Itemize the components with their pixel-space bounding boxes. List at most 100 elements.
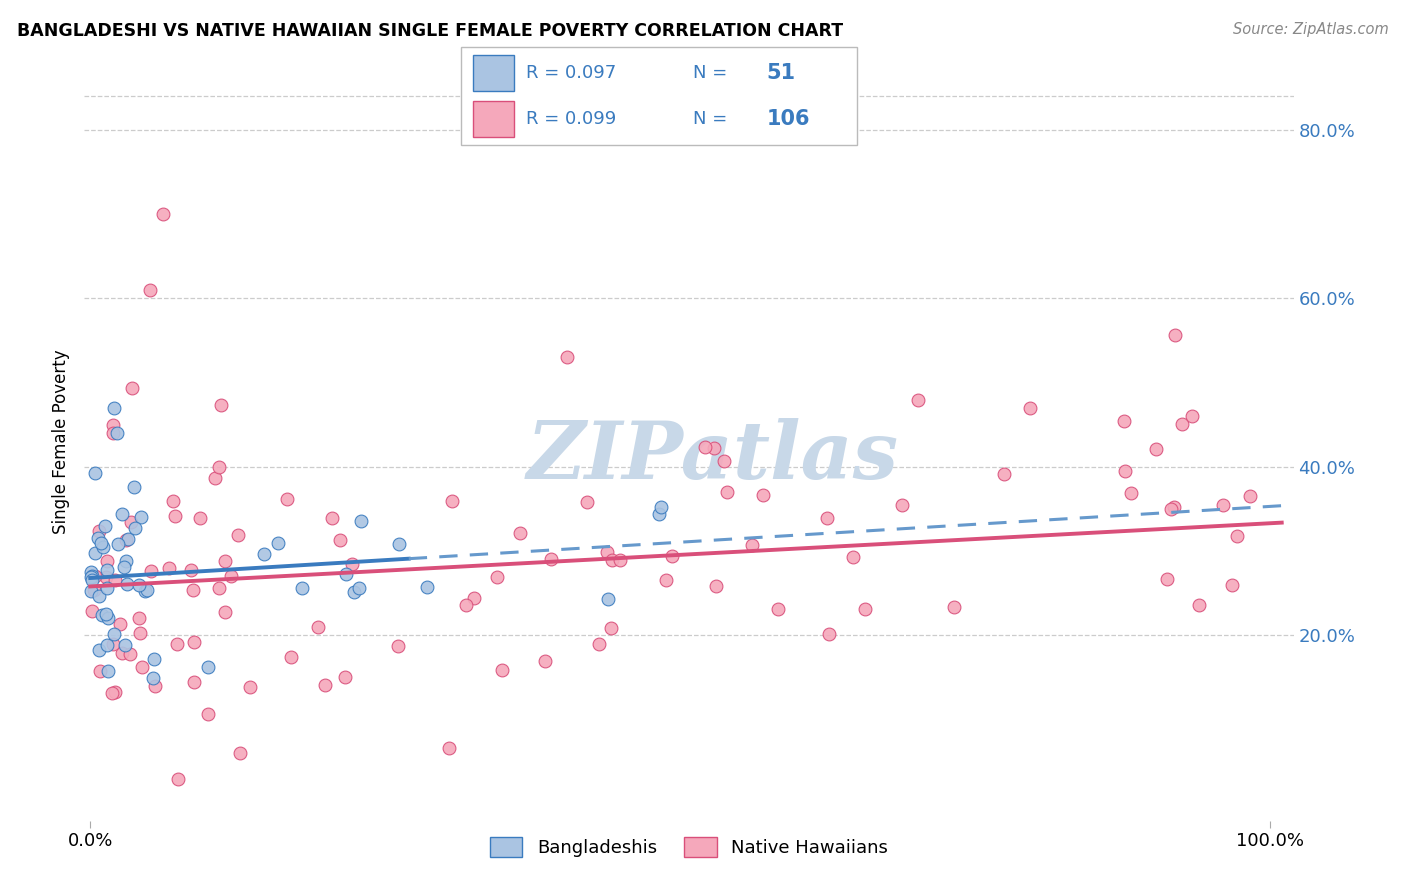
- Point: [197, 660, 219, 674]
- Point: [142, 671, 165, 685]
- Y-axis label: Single Female Poverty: Single Female Poverty: [52, 350, 70, 533]
- Point: [96, 638, 118, 652]
- Point: [454, 598, 477, 612]
- Point: [650, 500, 672, 514]
- Text: BANGLADESHI VS NATIVE HAWAIIAN SINGLE FEMALE POVERTY CORRELATION CHART: BANGLADESHI VS NATIVE HAWAIIAN SINGLE FE…: [17, 22, 844, 40]
- Point: [437, 740, 460, 755]
- Point: [105, 426, 128, 441]
- Point: [1163, 500, 1185, 514]
- Point: [907, 393, 929, 408]
- Point: [122, 480, 145, 494]
- Text: R = 0.097: R = 0.097: [526, 64, 616, 82]
- Point: [87, 524, 110, 538]
- Point: [388, 537, 411, 551]
- Point: [167, 772, 190, 786]
- Point: [108, 616, 131, 631]
- Text: ZIPatlas: ZIPatlas: [527, 418, 900, 495]
- Point: [209, 398, 232, 412]
- Point: [661, 549, 683, 564]
- Point: [713, 453, 735, 467]
- Point: [252, 547, 274, 561]
- Point: [207, 581, 229, 595]
- Point: [80, 565, 103, 579]
- Point: [134, 583, 156, 598]
- Text: 51: 51: [766, 62, 796, 83]
- Point: [143, 652, 166, 666]
- Point: [197, 707, 219, 722]
- Point: [91, 608, 114, 623]
- Text: R = 0.099: R = 0.099: [526, 110, 616, 128]
- Point: [112, 560, 135, 574]
- Point: [96, 582, 118, 596]
- Point: [84, 569, 107, 583]
- FancyBboxPatch shape: [474, 101, 515, 137]
- Point: [1119, 485, 1142, 500]
- Point: [115, 533, 138, 548]
- Point: [107, 537, 129, 551]
- Point: [117, 532, 139, 546]
- Point: [183, 674, 205, 689]
- Point: [340, 557, 363, 571]
- Point: [1019, 401, 1042, 415]
- Point: [1171, 417, 1194, 431]
- Point: [387, 640, 409, 654]
- Point: [1144, 442, 1167, 457]
- Point: [226, 528, 249, 542]
- Point: [1181, 409, 1204, 424]
- Point: [100, 686, 122, 700]
- Point: [80, 570, 103, 584]
- Point: [1114, 464, 1136, 478]
- Point: [596, 545, 619, 559]
- Point: [118, 647, 141, 661]
- Point: [267, 535, 290, 549]
- Point: [111, 646, 134, 660]
- Point: [136, 582, 159, 597]
- Point: [509, 526, 531, 541]
- Point: [143, 679, 166, 693]
- Point: [491, 664, 513, 678]
- Point: [229, 746, 252, 760]
- Point: [87, 589, 110, 603]
- Point: [96, 607, 118, 622]
- Point: [91, 541, 114, 555]
- FancyBboxPatch shape: [474, 55, 515, 91]
- Point: [90, 536, 112, 550]
- Point: [103, 401, 125, 415]
- Point: [157, 561, 180, 575]
- Point: [1156, 572, 1178, 586]
- Point: [82, 569, 104, 583]
- Point: [80, 584, 103, 599]
- Point: [766, 602, 789, 616]
- Point: [555, 351, 578, 365]
- Point: [599, 622, 621, 636]
- Point: [96, 563, 118, 577]
- Point: [321, 510, 343, 524]
- Point: [207, 459, 229, 474]
- Point: [214, 554, 236, 568]
- Point: [486, 570, 509, 584]
- Point: [1164, 328, 1187, 343]
- Point: [1222, 577, 1244, 591]
- Point: [817, 627, 839, 641]
- Point: [103, 417, 125, 432]
- Point: [124, 521, 146, 535]
- Point: [183, 635, 205, 649]
- Point: [214, 605, 236, 619]
- Point: [163, 509, 186, 524]
- Point: [1226, 528, 1249, 542]
- Point: [280, 649, 302, 664]
- Point: [335, 670, 357, 684]
- Point: [703, 441, 725, 455]
- Point: [204, 471, 226, 485]
- Point: [131, 510, 153, 524]
- Point: [343, 585, 366, 599]
- Point: [128, 578, 150, 592]
- Point: [128, 611, 150, 625]
- Point: [96, 570, 118, 584]
- Point: [463, 591, 485, 605]
- Point: [139, 283, 162, 297]
- Point: [943, 599, 966, 614]
- Point: [314, 677, 336, 691]
- Point: [97, 611, 120, 625]
- Point: [706, 578, 728, 592]
